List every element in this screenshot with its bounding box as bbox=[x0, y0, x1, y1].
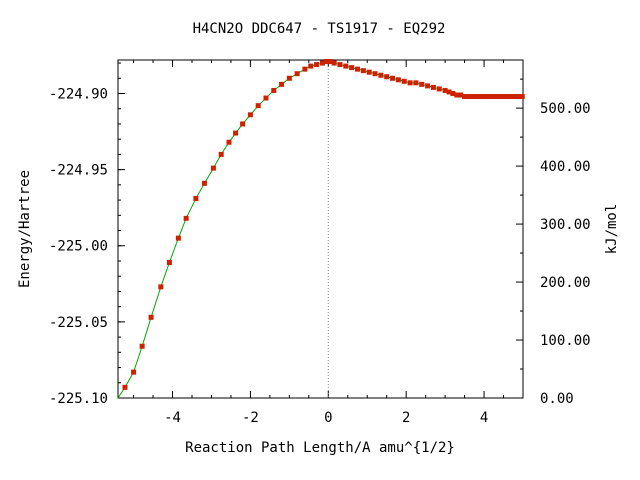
data-point bbox=[454, 92, 460, 98]
data-point bbox=[516, 94, 522, 100]
data-point bbox=[319, 60, 325, 66]
y-tick-label: -225.00 bbox=[49, 239, 108, 255]
x-axis-label: Reaction Path Length/A amu^{1/2} bbox=[185, 440, 455, 456]
data-point bbox=[469, 94, 475, 100]
data-point bbox=[360, 68, 366, 74]
data-point bbox=[302, 66, 308, 72]
y2-tick-label: 0.00 bbox=[540, 391, 574, 407]
data-point bbox=[493, 94, 499, 100]
data-point bbox=[504, 94, 510, 100]
y-tick-label: -224.90 bbox=[49, 86, 108, 102]
data-point bbox=[473, 94, 479, 100]
x-tick-label: 2 bbox=[402, 410, 410, 426]
data-point bbox=[226, 139, 232, 145]
data-point bbox=[263, 95, 269, 101]
data-point bbox=[372, 71, 378, 77]
data-point bbox=[485, 94, 491, 100]
data-point bbox=[349, 65, 355, 71]
y-tick-label: -224.95 bbox=[49, 163, 108, 179]
data-point bbox=[294, 71, 300, 77]
data-point bbox=[395, 77, 401, 83]
data-point bbox=[210, 165, 216, 171]
data-point bbox=[218, 151, 224, 157]
data-point bbox=[512, 94, 518, 100]
y2-tick-label: 500.00 bbox=[540, 101, 591, 117]
y-axis-label: Energy/Hartree bbox=[17, 170, 33, 288]
data-point bbox=[337, 62, 343, 68]
data-point bbox=[477, 94, 483, 100]
data-point bbox=[450, 91, 456, 96]
data-point bbox=[497, 94, 503, 100]
data-point bbox=[462, 94, 468, 100]
data-point bbox=[481, 94, 487, 100]
data-point bbox=[233, 130, 239, 136]
data-point bbox=[355, 66, 360, 72]
data-point bbox=[425, 83, 431, 89]
data-point bbox=[430, 84, 436, 90]
data-point bbox=[139, 343, 145, 349]
data-point bbox=[508, 94, 514, 100]
data-point bbox=[384, 74, 390, 80]
data-point bbox=[314, 62, 320, 68]
y2-tick-label: 100.00 bbox=[540, 333, 591, 349]
y2-tick-label: 400.00 bbox=[540, 159, 591, 175]
data-point bbox=[407, 80, 413, 86]
data-point bbox=[247, 112, 253, 118]
data-point bbox=[390, 75, 396, 81]
chart-title: H4CN2O DDC647 - TS1917 - EQ292 bbox=[193, 21, 446, 37]
y2-tick-label: 300.00 bbox=[540, 217, 591, 233]
data-point bbox=[489, 94, 495, 100]
data-point bbox=[442, 87, 448, 93]
y2-axis-label: kJ/mol bbox=[604, 204, 620, 255]
data-point bbox=[175, 235, 181, 241]
data-point bbox=[183, 215, 189, 221]
data-point bbox=[343, 63, 349, 69]
x-tick-label: -2 bbox=[242, 410, 259, 426]
data-point bbox=[366, 69, 372, 75]
data-point bbox=[131, 369, 137, 375]
data-point bbox=[446, 89, 452, 95]
data-point bbox=[201, 180, 207, 186]
data-point bbox=[436, 86, 442, 92]
x-tick-label: -4 bbox=[164, 410, 181, 426]
data-point bbox=[465, 94, 471, 100]
data-point bbox=[166, 260, 172, 265]
data-point bbox=[331, 60, 337, 66]
data-point bbox=[279, 81, 285, 87]
data-point bbox=[323, 59, 329, 65]
data-point bbox=[308, 63, 314, 69]
data-point bbox=[458, 92, 464, 98]
series-line bbox=[117, 61, 523, 399]
x-tick-label: 0 bbox=[324, 410, 332, 426]
plot-frame bbox=[117, 59, 524, 399]
data-point bbox=[501, 94, 507, 100]
data-point bbox=[378, 72, 384, 78]
data-point bbox=[286, 75, 292, 81]
data-point bbox=[413, 80, 419, 86]
y-tick-label: -225.05 bbox=[49, 315, 108, 331]
data-point bbox=[519, 94, 525, 100]
x-tick-label: 4 bbox=[480, 410, 488, 426]
data-point bbox=[255, 103, 261, 109]
data-point bbox=[327, 59, 333, 65]
data-point bbox=[240, 121, 246, 127]
data-point bbox=[148, 314, 154, 320]
data-point bbox=[158, 284, 164, 290]
y2-tick-label: 200.00 bbox=[540, 275, 591, 291]
data-point bbox=[419, 81, 425, 87]
data-point bbox=[271, 87, 277, 93]
data-point bbox=[193, 196, 199, 202]
data-point bbox=[122, 384, 128, 390]
data-point bbox=[401, 78, 407, 84]
y-tick-label: -225.10 bbox=[49, 391, 108, 407]
